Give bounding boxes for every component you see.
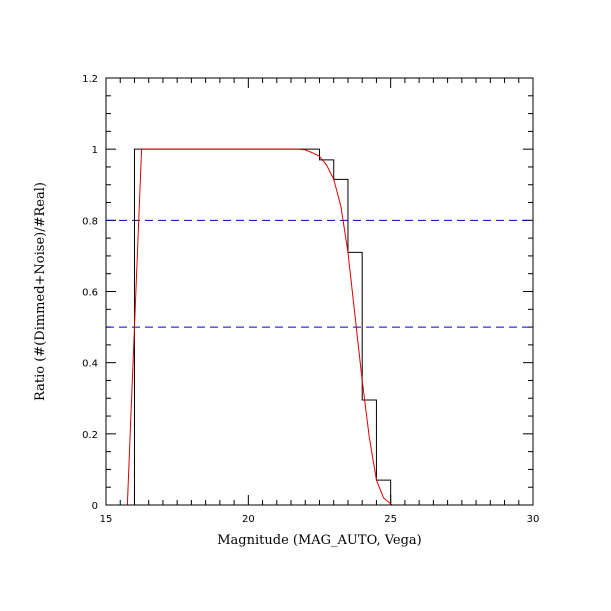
x-tick-label: 30 bbox=[527, 514, 540, 525]
tick-labels-layer: 15 20 25 30 0 0.2 0.4 0.6 0.8 1 1.2 bbox=[82, 74, 539, 525]
reference-lines-layer bbox=[106, 219, 533, 328]
x-tick-label: 20 bbox=[242, 514, 255, 525]
y-tick-label: 0 bbox=[92, 501, 98, 512]
y-tick-label: 0.6 bbox=[82, 288, 98, 299]
y-axis-label: Ratio (#(Dimmed+Noise)/#Real) bbox=[33, 182, 48, 401]
x-tick-label: 15 bbox=[100, 514, 113, 525]
plot-frame bbox=[105, 77, 534, 506]
x-axis-label: Magnitude (MAG_AUTO, Vega) bbox=[217, 533, 422, 548]
y-tick-label: 1.2 bbox=[82, 74, 98, 85]
x-tick-label: 25 bbox=[384, 514, 397, 525]
y-tick-label: 1 bbox=[92, 145, 98, 156]
y-tick-label: 0.8 bbox=[82, 216, 98, 227]
y-tick-label: 0.4 bbox=[82, 359, 98, 370]
y-tick-label: 0.2 bbox=[82, 430, 98, 441]
